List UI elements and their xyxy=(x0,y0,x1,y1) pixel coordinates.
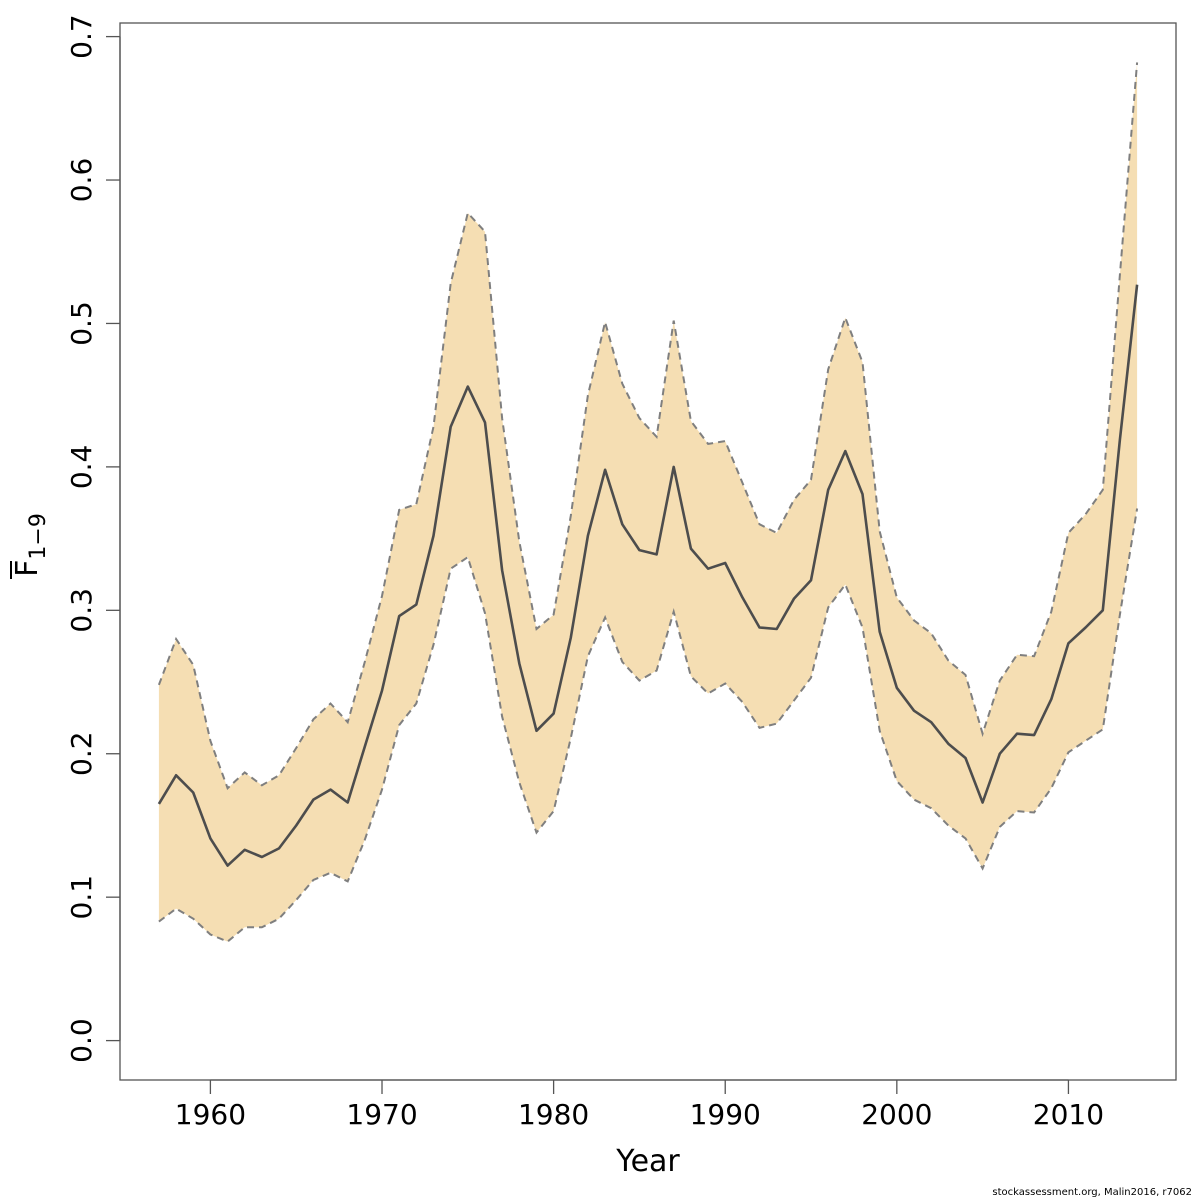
x-tick-label: 1980 xyxy=(518,1098,589,1131)
x-tick-label: 2000 xyxy=(861,1098,932,1131)
y-tick-label: 0.0 xyxy=(65,1018,98,1063)
credit-text: stockassessment.org, Malin2016, r7062 xyxy=(992,1187,1192,1198)
y-axis-title-sub: 1−9 xyxy=(26,513,51,559)
lower-bound-line xyxy=(158,508,1139,943)
x-tick-label: 1990 xyxy=(690,1098,761,1131)
y-tick-label: 0.1 xyxy=(65,875,98,920)
svg-text:F1−9: F1−9 xyxy=(10,513,51,577)
x-tick-label: 1970 xyxy=(346,1098,417,1131)
y-axis-title-main: F xyxy=(10,560,45,577)
y-tick-label: 0.4 xyxy=(65,445,98,490)
confidence-band-area xyxy=(158,62,1138,942)
x-tick-label: 1960 xyxy=(175,1098,246,1131)
x-axis: 1960 1970 1980 1990 2000 2010 xyxy=(175,1079,1104,1131)
y-axis-title: F1−9 xyxy=(10,513,51,579)
y-tick-label: 0.6 xyxy=(65,158,98,203)
y-tick-label: 0.7 xyxy=(65,14,98,59)
estimate-line xyxy=(157,284,1139,867)
confidence-band xyxy=(157,62,1139,943)
upper-bound-line xyxy=(157,62,1139,790)
y-tick-label: 0.5 xyxy=(65,301,98,346)
x-tick-label: 2010 xyxy=(1033,1098,1104,1131)
y-tick-label: 0.2 xyxy=(65,731,98,776)
estimate-layer xyxy=(157,284,1139,867)
y-axis: 0.0 0.1 0.2 0.3 0.4 0.5 0.6 0.7 xyxy=(65,14,121,1063)
y-tick-label: 0.3 xyxy=(65,588,98,633)
x-axis-title: Year xyxy=(615,1144,680,1179)
